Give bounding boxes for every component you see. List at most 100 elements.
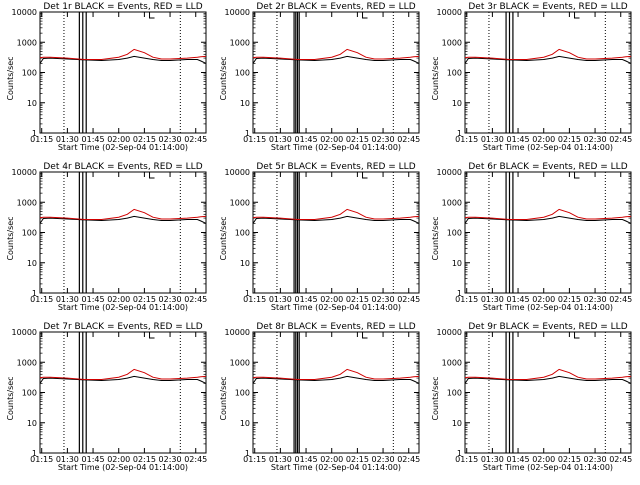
y-tick-label: 100 bbox=[235, 229, 250, 238]
panel-title: Det 2r BLACK = Events, RED = LLD bbox=[256, 2, 415, 12]
y-tick-label: 10000 bbox=[437, 168, 462, 177]
x-tick-label: 01:15 bbox=[243, 455, 266, 464]
y-tick-label: 10 bbox=[27, 99, 37, 108]
y-tick-label: 1 bbox=[32, 289, 37, 298]
lld-series-line bbox=[252, 368, 420, 380]
events-series-line bbox=[252, 215, 420, 224]
y-axis-label: Counts/sec bbox=[431, 216, 440, 260]
x-tick-label: 02:45 bbox=[184, 295, 207, 304]
y-tick-label: 100 bbox=[447, 229, 462, 238]
x-tick-label: 01:15 bbox=[30, 135, 53, 144]
y-tick-label: 10 bbox=[452, 99, 462, 108]
y-tick-label: 1 bbox=[32, 449, 37, 458]
events-series-line bbox=[39, 375, 207, 384]
plot-frame bbox=[252, 331, 420, 454]
x-tick-label: 01:15 bbox=[243, 135, 266, 144]
x-tick-label: 02:00 bbox=[107, 295, 130, 304]
y-tick-label: 1000 bbox=[442, 358, 462, 367]
x-tick-label: 02:45 bbox=[397, 455, 420, 464]
x-tick-label: 02:45 bbox=[609, 295, 632, 304]
y-tick-label: 1000 bbox=[230, 198, 250, 207]
y-tick-label: 100 bbox=[235, 389, 250, 398]
x-axis-label: Start Time (02-Sep-04 01:14:00) bbox=[483, 463, 613, 472]
y-tick-label: 1 bbox=[457, 129, 462, 138]
events-series-line bbox=[464, 375, 632, 384]
y-tick-label: 1000 bbox=[17, 198, 37, 207]
x-tick-label: 02:30 bbox=[159, 135, 182, 144]
lld-series-line bbox=[39, 48, 207, 60]
y-tick-label: 1 bbox=[457, 449, 462, 458]
x-tick-label: 01:45 bbox=[507, 135, 530, 144]
panel-title: Det 4r BLACK = Events, RED = LLD bbox=[43, 162, 202, 172]
panel-title: Det 5r BLACK = Events, RED = LLD bbox=[256, 162, 415, 172]
x-tick-label: 01:45 bbox=[507, 295, 530, 304]
x-tick-label: 01:30 bbox=[481, 455, 504, 464]
plot-frame bbox=[39, 171, 207, 294]
panel-det-8: Det 8r BLACK = Events, RED = LLD 1 10 100 10… bbox=[219, 322, 420, 472]
y-tick-label: 10000 bbox=[437, 8, 462, 17]
x-tick-label: 01:15 bbox=[243, 295, 266, 304]
x-tick-label: 02:30 bbox=[159, 295, 182, 304]
plot-frame bbox=[464, 171, 632, 294]
x-tick-label: 01:45 bbox=[295, 455, 318, 464]
x-axis-label: Start Time (02-Sep-04 01:14:00) bbox=[271, 303, 401, 312]
lld-series-line bbox=[39, 368, 207, 380]
lld-series-line bbox=[464, 208, 632, 220]
lld-series-line bbox=[39, 208, 207, 220]
y-tick-label: 100 bbox=[22, 69, 37, 78]
y-tick-label: 10000 bbox=[12, 8, 37, 17]
y-axis-label: Counts/sec bbox=[6, 56, 15, 100]
x-tick-label: 02:00 bbox=[320, 455, 343, 464]
y-tick-label: 1000 bbox=[17, 358, 37, 367]
panel-title: Det 9r BLACK = Events, RED = LLD bbox=[468, 322, 627, 332]
plot-frame bbox=[39, 11, 207, 134]
x-tick-label: 02:15 bbox=[133, 455, 156, 464]
top-bracket-mark bbox=[149, 12, 155, 19]
panel-title: Det 3r BLACK = Events, RED = LLD bbox=[468, 2, 627, 12]
y-axis-label: Counts/sec bbox=[431, 376, 440, 420]
y-tick-label: 10000 bbox=[225, 328, 250, 337]
y-tick-label: 10000 bbox=[225, 168, 250, 177]
y-tick-label: 10 bbox=[27, 419, 37, 428]
x-tick-label: 01:30 bbox=[56, 455, 79, 464]
panel-det-2: Det 2r BLACK = Events, RED = LLD 1 10 100 10… bbox=[219, 2, 420, 152]
events-series-line bbox=[464, 215, 632, 224]
plot-frame bbox=[464, 11, 632, 134]
y-tick-label: 10000 bbox=[12, 168, 37, 177]
x-tick-label: 02:30 bbox=[584, 455, 607, 464]
x-tick-label: 02:30 bbox=[159, 455, 182, 464]
plot-frame bbox=[39, 331, 207, 454]
x-tick-label: 02:15 bbox=[558, 455, 581, 464]
x-tick-label: 01:45 bbox=[82, 135, 105, 144]
y-tick-label: 100 bbox=[22, 229, 37, 238]
panel-title: Det 1r BLACK = Events, RED = LLD bbox=[43, 2, 202, 12]
x-tick-label: 02:45 bbox=[184, 135, 207, 144]
events-series-line bbox=[39, 55, 207, 64]
x-tick-label: 02:00 bbox=[532, 455, 555, 464]
y-tick-label: 10 bbox=[240, 259, 250, 268]
x-tick-label: 02:30 bbox=[372, 135, 395, 144]
plot-frame bbox=[252, 11, 420, 134]
x-tick-label: 02:15 bbox=[133, 295, 156, 304]
x-tick-label: 01:45 bbox=[507, 455, 530, 464]
y-tick-label: 1000 bbox=[442, 198, 462, 207]
x-tick-label: 02:30 bbox=[372, 295, 395, 304]
top-bracket-mark bbox=[574, 172, 580, 179]
top-bracket-mark bbox=[362, 12, 368, 19]
lld-series-line bbox=[252, 48, 420, 60]
x-tick-label: 02:45 bbox=[397, 135, 420, 144]
x-tick-label: 01:15 bbox=[455, 455, 478, 464]
x-tick-label: 02:45 bbox=[184, 455, 207, 464]
x-tick-label: 02:15 bbox=[133, 135, 156, 144]
panel-title: Det 8r BLACK = Events, RED = LLD bbox=[256, 322, 415, 332]
top-bracket-mark bbox=[574, 12, 580, 19]
plot-frame bbox=[252, 171, 420, 294]
y-tick-label: 100 bbox=[447, 69, 462, 78]
y-tick-label: 1 bbox=[245, 289, 250, 298]
y-tick-label: 10000 bbox=[12, 328, 37, 337]
y-tick-label: 1 bbox=[457, 289, 462, 298]
y-axis-label: Counts/sec bbox=[219, 216, 228, 260]
x-tick-label: 02:30 bbox=[584, 135, 607, 144]
x-tick-label: 01:30 bbox=[269, 455, 292, 464]
x-tick-label: 02:00 bbox=[107, 135, 130, 144]
